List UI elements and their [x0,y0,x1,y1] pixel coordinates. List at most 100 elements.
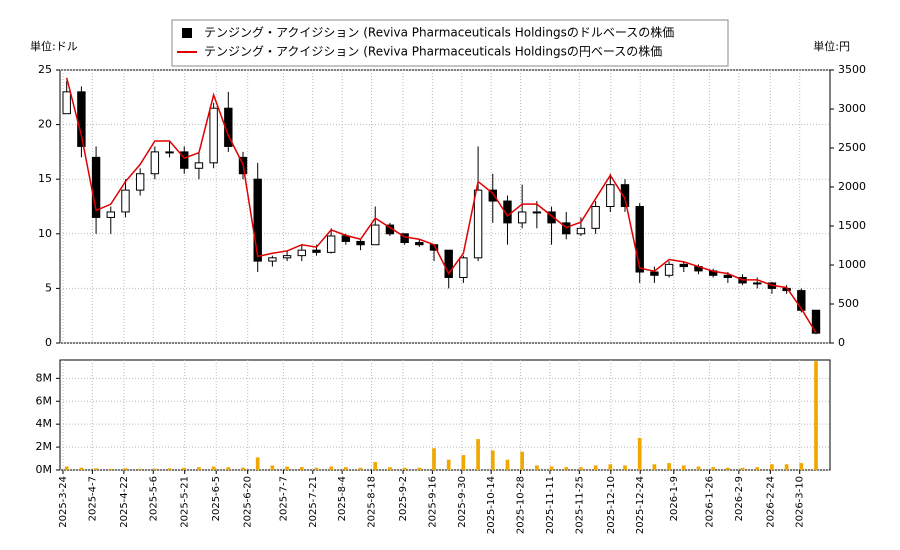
candle-body [811,309,821,334]
x-tick-label: 2025-10-14 [486,476,497,534]
candle-body [488,189,497,202]
candle-body [459,257,468,278]
volume-bar [182,467,187,470]
y2-tick-label: 500 [838,297,859,310]
candle-body [444,249,453,278]
volume-bar [153,468,157,470]
y2-unit: 単位:円 [813,39,850,53]
candle-body [282,255,292,259]
volume-bar [446,459,451,470]
volume-bar [667,463,671,470]
x-tick-label: 2025-11-11 [545,476,556,534]
candle-body [723,274,733,278]
candle-body [165,151,174,154]
candle-body [326,235,336,253]
volume-bar [652,464,657,470]
volume-bar [461,455,466,470]
x-tick-label: 2025-9-16 [427,476,438,528]
volume-bar [593,465,598,470]
y2-tick-label: 3000 [838,102,866,115]
x-tick-label: 2025-6-5 [211,476,222,521]
volume-bar [564,467,569,470]
volume-bar [211,466,216,470]
volume-bar [108,468,113,470]
candle-body [664,263,674,276]
y-tick-label: 0 [45,336,52,349]
volume-bar [388,467,392,470]
candle-body [591,206,600,229]
volume-bar [197,467,201,470]
legend-swatch [182,28,192,38]
candle-body [473,189,483,259]
x-tick-label: 2025-11-25 [574,476,585,534]
x-tick-label: 2026-3-10 [795,476,806,528]
legend-label: テンジング・アクイジション (Reviva Pharmaceuticals Ho… [204,44,662,59]
volume-bar [358,467,363,470]
candle-body [532,211,542,214]
candle-body [635,206,644,273]
candle-body [679,263,688,268]
y2-tick-label: 2000 [838,180,866,193]
volume-bar [608,464,613,470]
volume-tick-label: 2M [36,440,53,453]
x-tick-label: 2026-2-9 [734,476,745,521]
volume-bar [681,465,686,470]
y-tick-label: 5 [45,281,52,294]
volume-bar [255,457,260,470]
y2-tick-label: 1000 [838,258,866,271]
x-tick-label: 2025-12-10 [606,476,617,534]
x-tick-label: 2026-1-9 [669,476,680,521]
volume-bar [344,467,348,470]
x-tick-label: 2025-3-24 [58,476,69,528]
price-frame [59,69,831,344]
x-tick-label: 2025-7-21 [308,476,319,528]
candle-body [135,173,145,191]
volume-bar [64,466,69,470]
x-tick-label: 2025-8-4 [337,476,348,521]
candle-body [297,249,306,257]
candle-body [650,271,659,276]
volume-bar [241,467,245,470]
volume-bar [285,466,289,470]
legend-label: テンジング・アクイジション (Reviva Pharmaceuticals Ho… [204,25,674,40]
x-tick-label: 2026-2-24 [765,476,776,528]
volume-bar [123,468,128,470]
volume-bar [94,468,98,470]
y-tick-label: 25 [38,63,52,76]
x-tick-label: 2025-5-21 [180,476,191,528]
x-tick-label: 2025-8-18 [367,476,378,528]
volume-bar [740,467,745,470]
candle-body [312,249,321,253]
price-line [65,77,817,334]
volume-tick-label: 4M [36,417,53,430]
y2-tick-label: 1500 [838,219,866,232]
volume-bar [784,464,789,470]
volume-bar [755,467,760,470]
volume-bar [696,466,701,470]
legend-box [171,19,729,67]
candle-body [150,151,160,175]
x-tick-label: 2025-6-20 [243,476,254,528]
y-unit: 単位:ドル [30,39,78,53]
x-tick-label: 2025-12-24 [635,476,646,534]
volume-bar [167,468,172,470]
y2-tick-label: 2500 [838,141,866,154]
candle-body [106,211,115,218]
volume-bar [799,463,804,470]
candle-body [91,156,101,218]
x-tick-label: 2025-5-6 [148,476,159,521]
volume-tick-label: 0M [36,463,53,476]
volume-bar [623,465,627,470]
candle-body [753,282,762,285]
volume-bar [79,467,84,470]
candle-body [517,211,527,224]
volume-bar [432,448,436,470]
volume-bar [490,450,495,470]
x-tick-label: 2025-7-7 [278,476,289,521]
volume-bar [299,467,304,470]
volume-bar [505,459,510,470]
x-tick-label: 2025-9-2 [398,476,409,521]
candle-body [547,211,556,224]
volume-bar [314,467,319,470]
volume-bar [329,466,334,470]
